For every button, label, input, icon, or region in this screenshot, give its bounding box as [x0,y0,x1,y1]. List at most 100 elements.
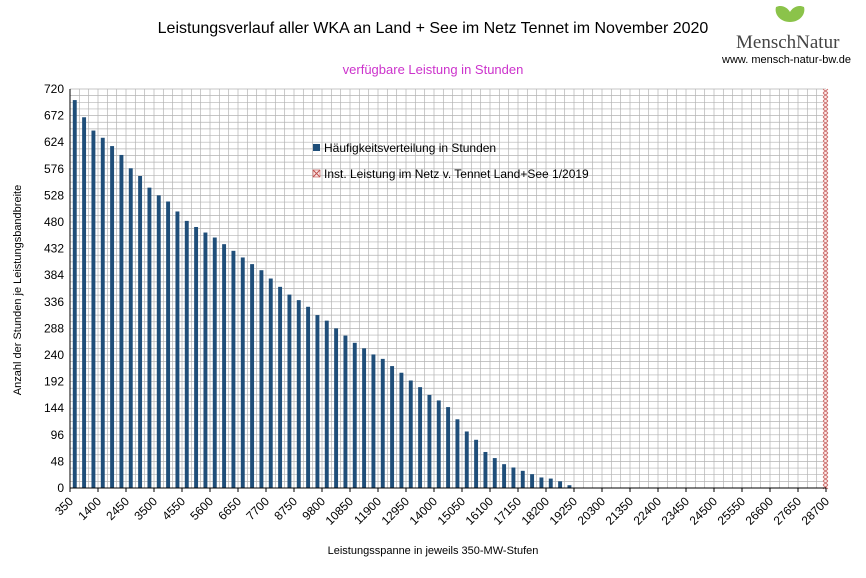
inst-marker-cross [822,168,829,174]
inst-marker-cross [822,460,829,466]
inst-marker-cross [822,128,829,134]
bar [184,220,189,488]
inst-marker-cross [822,224,829,230]
inst-marker-cross [822,244,829,250]
bar [548,478,553,488]
inst-marker-cross [822,112,829,118]
inst-marker-cross [822,372,829,378]
bar [287,294,292,488]
inst-marker-cross [822,252,829,258]
bar [520,470,525,488]
inst-marker-cross [822,468,829,474]
inst-marker-cross [822,288,829,294]
inst-marker-cross [822,192,829,198]
chart-title: Leistungsverlauf aller WKA an Land + See… [157,20,709,37]
inst-marker-cross [822,260,829,266]
inst-marker-cross [822,364,829,370]
inst-marker-cross [822,188,829,194]
inst-marker-cross [822,88,829,94]
inst-marker-cross [822,388,829,394]
inst-marker-cross [822,308,829,314]
bar [268,278,273,488]
bar [483,451,488,488]
inst-marker-cross [822,284,829,290]
bar [72,100,77,488]
bar [166,201,171,488]
inst-marker-cross [822,316,829,322]
bar [464,431,469,488]
inst-marker-cross [822,360,829,366]
x-tick-label: 15050 [435,494,469,528]
x-tick-label: 2450 [103,494,132,523]
bar [138,176,143,489]
x-tick-label: 28700 [799,494,833,528]
bar [100,137,105,488]
x-tick-label: 18200 [519,494,553,528]
inst-marker-cross [822,268,829,274]
inst-marker-cross [822,444,829,450]
legend-swatch-inst [312,169,321,178]
ginkgo-leaf-icon [775,5,805,33]
inst-marker-cross [822,240,829,246]
y-tick-label: 672 [44,109,64,123]
x-axis-label: Leistungsspanne in jeweils 350-MW-Stufen [327,545,539,557]
inst-marker-cross [822,116,829,122]
bar [306,306,311,488]
x-tick-label: 16100 [463,494,497,528]
bar [212,237,217,488]
legend-swatch-inst-cross [312,169,321,178]
bar [128,168,133,488]
inst-marker-cross [822,412,829,418]
x-tick-label: 19250 [547,494,581,528]
x-tick-label: 22400 [631,494,665,528]
inst-marker-cross [822,204,829,210]
inst-marker-cross [822,248,829,254]
inst-marker-cross [822,480,829,486]
x-tick-label: 1400 [75,494,104,523]
legend-label-haeufigkeit: Häufigkeitsverteilung in Stunden [324,141,496,155]
inst-marker-cross [822,108,829,114]
bar [390,366,395,488]
inst-marker-cross [822,332,829,338]
inst-marker-cross [822,164,829,170]
inst-marker-cross [822,140,829,146]
inst-marker-cross [822,176,829,182]
inst-marker-cross [822,92,829,98]
y-tick-label: 528 [44,188,64,202]
y-tick-label: 624 [44,135,64,149]
y-tick-label: 48 [51,454,65,468]
y-tick-label: 288 [44,321,64,335]
x-tick-label: 6650 [215,494,244,523]
inst-marker-cross [822,212,829,218]
inst-marker-cross [822,208,829,214]
inst-marker-cross [822,464,829,470]
chart-subtitle: verfügbare Leistung in Stunden [342,62,524,77]
x-tick-label: 17150 [491,494,525,528]
bar [91,130,96,488]
bar [156,195,161,488]
inst-marker-layer [822,88,829,490]
x-tick-label: 21350 [603,494,637,528]
inst-marker-cross [822,392,829,398]
logo-text: MenschNatur [736,32,840,53]
inst-marker-cross [822,396,829,402]
bar [119,154,124,488]
bar [250,264,255,488]
inst-marker-cross [822,436,829,442]
inst-marker-cross [822,100,829,106]
inst-marker-cross [822,136,829,142]
logo-url[interactable]: www. mensch-natur-bw.de [722,54,851,66]
x-tick-label: 24500 [687,494,721,528]
inst-marker-cross [822,104,829,110]
bar [446,407,451,488]
y-tick-label: 576 [44,162,64,176]
inst-marker-cross [822,384,829,390]
inst-marker-cross [822,432,829,438]
inst-marker-cross [822,220,829,226]
y-tick-label: 336 [44,295,64,309]
bar [492,458,497,488]
inst-marker-cross [822,148,829,154]
inst-marker-cross [822,348,829,354]
inst-marker-cross [822,184,829,190]
bar [371,354,376,488]
